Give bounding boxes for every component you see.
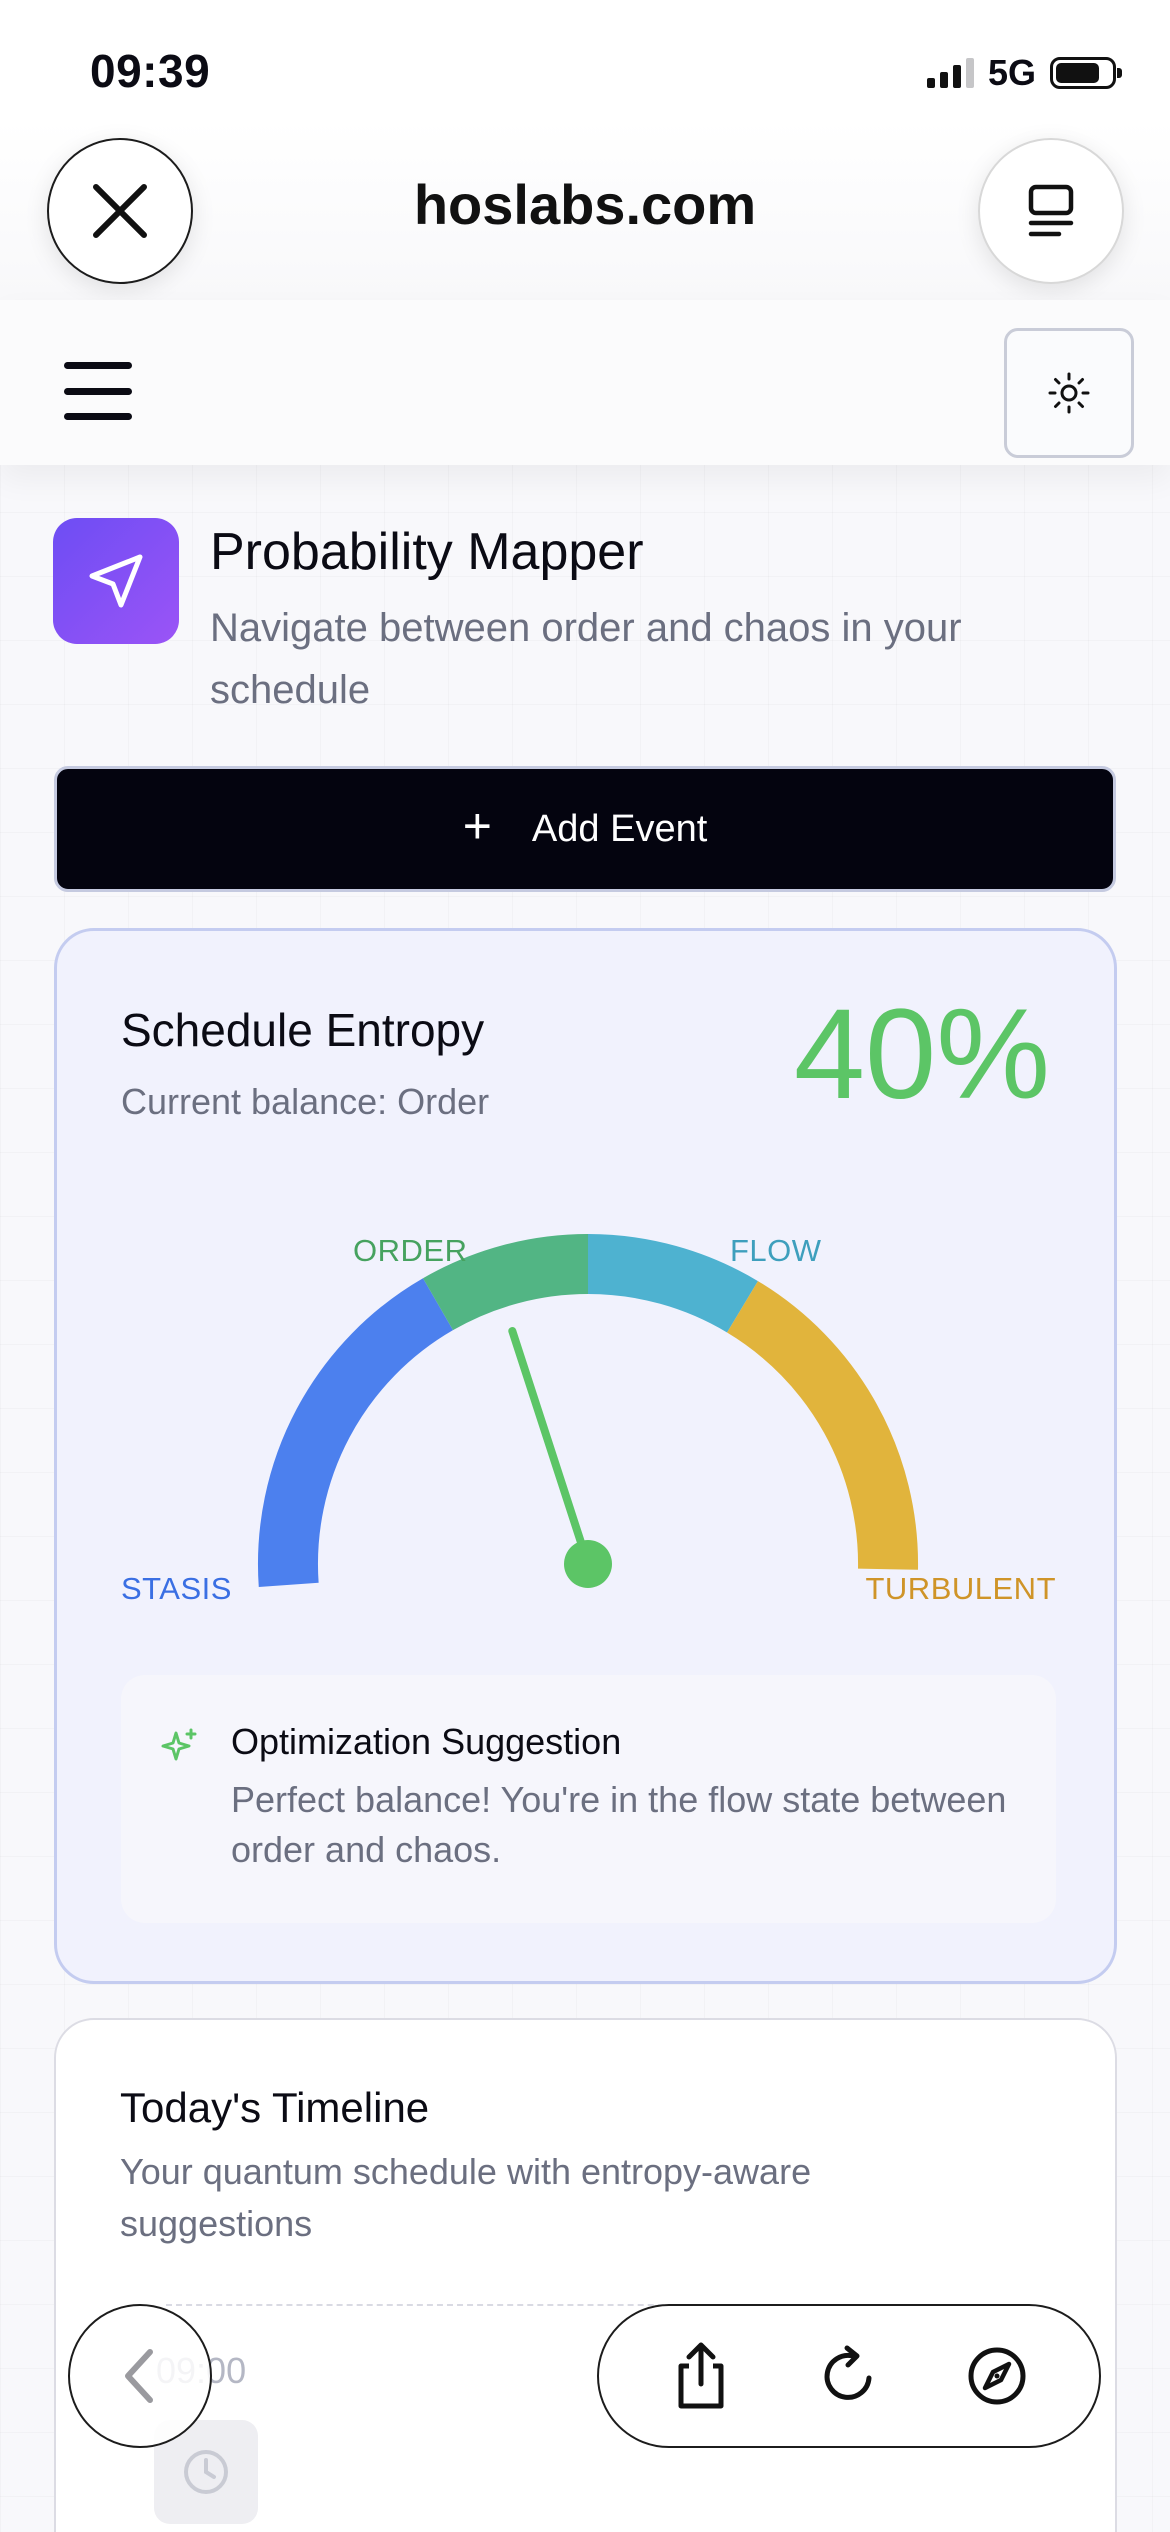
back-button[interactable]	[68, 2304, 212, 2448]
gauge-svg	[258, 1234, 919, 1588]
timeline-subtitle: Your quantum schedule with entropy-aware…	[120, 2151, 812, 2244]
entropy-balance: Current balance: Order	[121, 1081, 490, 1122]
menu-icon[interactable]	[64, 362, 132, 420]
add-event-label: Add Event	[531, 807, 708, 850]
sun-icon	[1048, 372, 1090, 414]
gauge-segment-flow	[587, 1234, 758, 1333]
gauge-segment-turbulent	[726, 1281, 919, 1570]
gauge-segment-stasis	[258, 1278, 454, 1587]
gauge-needle	[508, 1327, 592, 1568]
status-indicators: 5G	[926, 52, 1122, 94]
compass-icon	[968, 2347, 1026, 2405]
signal-icon	[926, 58, 974, 88]
gauge-needle-hub	[564, 1540, 612, 1588]
gauge-segment-order	[423, 1234, 589, 1331]
url-text[interactable]: hoslabs.com	[413, 173, 757, 236]
status-time: 09:39	[90, 45, 211, 97]
add-event-button[interactable]: + Add Event	[54, 766, 1116, 892]
optimization-suggestion: Optimization Suggestion Perfect balance!…	[121, 1675, 1056, 1923]
timeline-title: Today's Timeline	[120, 2084, 430, 2131]
theme-toggle-button[interactable]	[1004, 328, 1134, 458]
browser-toolbar	[597, 2304, 1101, 2448]
share-icon	[678, 2342, 724, 2409]
gauge-label-flow: FLOW	[730, 1233, 822, 1268]
entropy-percent: 40%	[793, 983, 1050, 1126]
reload-icon	[824, 2345, 872, 2400]
page-title: Probability Mapper	[210, 523, 644, 581]
navigation-arrow-icon	[89, 554, 143, 608]
tabs-button[interactable]	[978, 138, 1124, 284]
status-bar: 09:39 5G	[0, 0, 1170, 140]
sparkles-icon	[161, 1728, 197, 1761]
suggestion-title: Optimization Suggestion	[231, 1721, 622, 1762]
browser-header: hoslabs.com	[0, 120, 1170, 300]
gauge-label-stasis: STASIS	[121, 1571, 232, 1606]
timeline-card: Today's Timeline Your quantum schedule w…	[54, 2018, 1117, 2532]
chevron-left-icon	[125, 2349, 153, 2403]
reload-button[interactable]	[804, 2331, 894, 2421]
entropy-card: Schedule Entropy Current balance: Order …	[54, 928, 1117, 1984]
compass-button[interactable]	[952, 2331, 1042, 2421]
entropy-title: Schedule Entropy	[121, 1004, 485, 1056]
share-button[interactable]	[656, 2331, 746, 2421]
entropy-gauge: ORDER FLOW STASIS TURBULENT	[57, 931, 1120, 1987]
suggestion-body: Perfect balance! You're in the flow stat…	[231, 1779, 1007, 1870]
plus-icon: +	[462, 798, 492, 854]
close-icon	[93, 184, 147, 238]
gauge-label-order: ORDER	[353, 1233, 468, 1268]
network-label: 5G	[987, 52, 1036, 93]
timeline-divider	[166, 2304, 1025, 2306]
tabs-icon	[1028, 184, 1074, 237]
app-icon	[53, 518, 179, 644]
gauge-label-turbulent: TURBULENT	[865, 1571, 1056, 1606]
site-nav	[0, 300, 1170, 465]
page-subtitle: Navigate between order and chaos in your…	[210, 606, 962, 712]
battery-icon	[1050, 57, 1122, 89]
close-button[interactable]	[47, 138, 193, 284]
